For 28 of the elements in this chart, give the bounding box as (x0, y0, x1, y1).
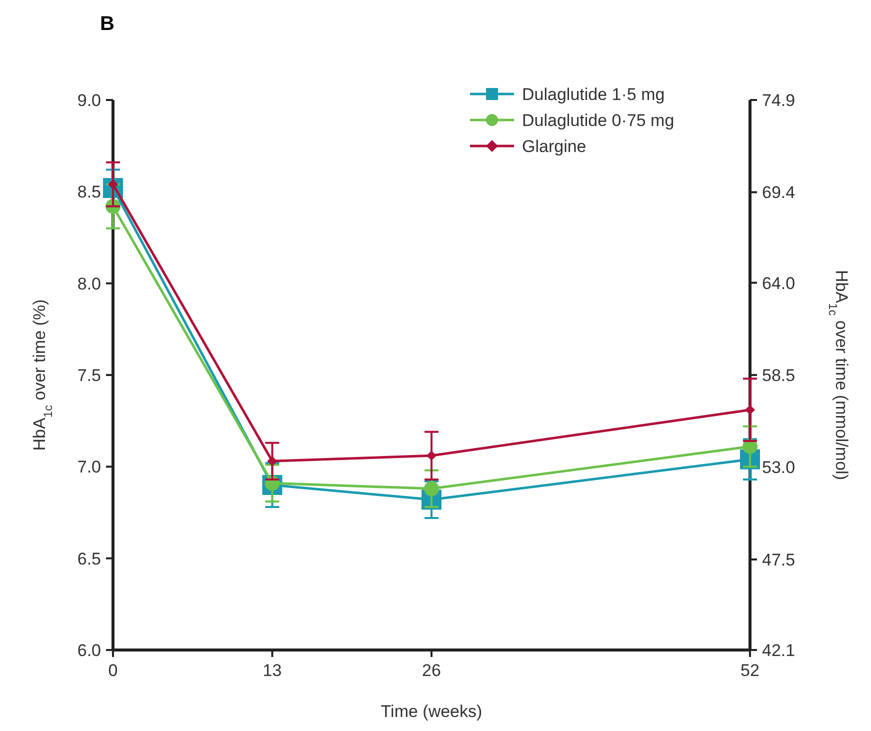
point (424, 481, 439, 496)
x-tick-label: 52 (740, 661, 760, 680)
y-tick-label: 7.0 (77, 458, 101, 477)
point (426, 450, 436, 461)
chart-title: B (100, 13, 114, 35)
y2-tick-label: 74.9 (762, 91, 796, 110)
x-tick-label: 0 (108, 661, 118, 680)
y-tick-label: 6.0 (77, 641, 101, 660)
y2-tick-label: 42.1 (762, 641, 796, 660)
legend-label: Dulaglutide 1·5 mg (522, 85, 665, 104)
y2-tick-label: 47.5 (762, 550, 796, 570)
y-tick-label: 6.5 (77, 549, 101, 568)
legend-label: Dulaglutide 0·75 mg (522, 111, 674, 130)
y-tick-label: 8.0 (77, 274, 101, 294)
y2-tick-label: 69.4 (762, 183, 796, 202)
x-tick-label: 26 (422, 661, 441, 680)
x-axis-title: Time (weeks) (380, 702, 482, 721)
y-tick-label: 7.5 (77, 366, 101, 385)
y-tick-label: 8.5 (77, 182, 101, 202)
point (742, 439, 758, 454)
point (267, 456, 278, 466)
point (745, 404, 755, 415)
y2-tick-label: 53.0 (762, 458, 796, 478)
legend-label: Glargine (522, 137, 586, 156)
x-tick-label: 13 (262, 661, 282, 680)
y-tick-label: 9.0 (77, 91, 101, 110)
y2-tick-label: 64.0 (762, 274, 796, 293)
y2-tick-label: 58.5 (762, 366, 796, 385)
